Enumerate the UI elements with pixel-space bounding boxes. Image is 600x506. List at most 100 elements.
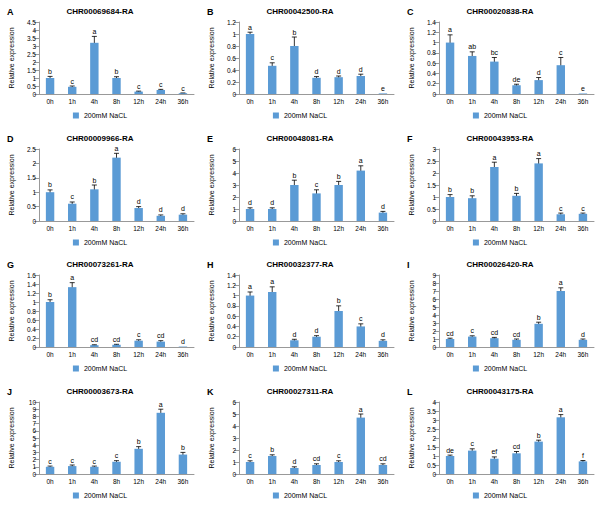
svg-text:L: L xyxy=(407,386,413,396)
svg-text:3: 3 xyxy=(432,416,436,423)
svg-text:4h: 4h xyxy=(491,225,499,232)
svg-text:3.5: 3.5 xyxy=(27,35,36,42)
svg-text:36h: 36h xyxy=(377,98,388,105)
svg-text:5: 5 xyxy=(432,304,436,311)
svg-text:1h: 1h xyxy=(269,478,277,485)
svg-text:Relative expression: Relative expression xyxy=(208,407,216,468)
svg-text:a: a xyxy=(70,274,74,281)
svg-text:c: c xyxy=(70,78,74,85)
svg-text:200mM NaCL: 200mM NaCL xyxy=(484,239,527,246)
svg-text:1.5: 1.5 xyxy=(27,174,36,181)
svg-text:24h: 24h xyxy=(155,98,166,105)
svg-text:12h: 12h xyxy=(133,225,144,232)
svg-text:12h: 12h xyxy=(133,351,144,358)
svg-text:d: d xyxy=(337,68,341,75)
svg-text:CHR00009966-RA: CHR00009966-RA xyxy=(66,133,133,142)
svg-text:c: c xyxy=(70,193,74,200)
svg-text:3.5: 3.5 xyxy=(427,407,436,414)
svg-text:1h: 1h xyxy=(69,98,77,105)
svg-text:12h: 12h xyxy=(333,478,344,485)
svg-text:CHR00027311-RA: CHR00027311-RA xyxy=(267,386,334,395)
svg-text:c: c xyxy=(270,54,274,61)
svg-text:24h: 24h xyxy=(355,225,366,232)
svg-text:1: 1 xyxy=(232,205,236,212)
svg-text:a: a xyxy=(115,144,119,151)
svg-text:1: 1 xyxy=(232,458,236,465)
svg-text:E: E xyxy=(207,133,213,143)
svg-text:b: b xyxy=(181,443,185,450)
svg-text:6: 6 xyxy=(32,427,36,434)
svg-text:1h: 1h xyxy=(269,351,277,358)
svg-text:0h: 0h xyxy=(246,225,254,232)
svg-text:0: 0 xyxy=(432,91,436,98)
svg-text:d: d xyxy=(248,199,252,206)
svg-text:b: b xyxy=(48,181,52,188)
svg-text:1h: 1h xyxy=(469,225,477,232)
svg-text:d: d xyxy=(315,327,319,334)
svg-text:b: b xyxy=(337,297,341,304)
svg-text:2: 2 xyxy=(432,434,436,441)
svg-text:0h: 0h xyxy=(446,225,454,232)
svg-text:d: d xyxy=(292,331,296,338)
svg-text:b: b xyxy=(292,29,296,36)
svg-text:24h: 24h xyxy=(155,225,166,232)
svg-text:0: 0 xyxy=(32,470,36,477)
svg-text:D: D xyxy=(7,133,14,143)
svg-text:4h: 4h xyxy=(491,98,499,105)
svg-text:CHR00042500-RA: CHR00042500-RA xyxy=(266,7,333,16)
svg-text:b: b xyxy=(48,68,52,75)
svg-text:Relative expression: Relative expression xyxy=(8,27,16,88)
svg-text:d: d xyxy=(315,68,319,75)
svg-text:24h: 24h xyxy=(355,478,366,485)
svg-text:K: K xyxy=(207,386,214,396)
svg-text:36h: 36h xyxy=(577,478,588,485)
svg-text:A: A xyxy=(7,7,14,17)
svg-text:e: e xyxy=(581,85,585,92)
svg-text:4: 4 xyxy=(32,27,36,34)
svg-text:3: 3 xyxy=(432,145,436,152)
svg-text:36h: 36h xyxy=(177,351,188,358)
svg-text:a: a xyxy=(559,406,563,413)
svg-text:36h: 36h xyxy=(377,351,388,358)
svg-text:c: c xyxy=(159,81,163,88)
svg-text:CHR00032377-RA: CHR00032377-RA xyxy=(266,260,333,269)
svg-text:4h: 4h xyxy=(291,225,299,232)
svg-text:0.4: 0.4 xyxy=(227,323,236,330)
svg-text:c: c xyxy=(559,49,563,56)
svg-text:36h: 36h xyxy=(577,98,588,105)
svg-text:5: 5 xyxy=(32,434,36,441)
svg-text:4: 4 xyxy=(432,312,436,319)
svg-text:12h: 12h xyxy=(333,98,344,105)
svg-text:3: 3 xyxy=(232,434,236,441)
svg-text:0h: 0h xyxy=(246,351,254,358)
svg-text:Relative expression: Relative expression xyxy=(8,407,16,468)
svg-text:e: e xyxy=(381,85,385,92)
svg-text:d: d xyxy=(270,199,274,206)
svg-text:0.2: 0.2 xyxy=(227,333,236,340)
svg-text:24h: 24h xyxy=(555,478,566,485)
svg-text:0.6: 0.6 xyxy=(227,313,236,320)
svg-text:8h: 8h xyxy=(513,478,521,485)
svg-text:8h: 8h xyxy=(113,225,121,232)
svg-text:0: 0 xyxy=(432,470,436,477)
svg-text:F: F xyxy=(407,133,413,143)
svg-text:1.4: 1.4 xyxy=(27,281,36,288)
svg-text:d: d xyxy=(381,331,385,338)
svg-text:b: b xyxy=(537,314,541,321)
svg-text:c: c xyxy=(470,327,474,334)
svg-text:Relative expression: Relative expression xyxy=(408,280,416,341)
svg-text:2: 2 xyxy=(32,159,36,166)
svg-text:1.2: 1.2 xyxy=(27,290,36,297)
svg-text:c: c xyxy=(248,452,252,459)
svg-text:0: 0 xyxy=(232,91,236,98)
svg-text:a: a xyxy=(492,153,496,160)
svg-text:a: a xyxy=(159,400,163,407)
svg-text:0.8: 0.8 xyxy=(427,49,436,56)
svg-text:9: 9 xyxy=(32,405,36,412)
svg-text:c: c xyxy=(559,204,563,211)
svg-text:a: a xyxy=(559,279,563,286)
svg-text:8h: 8h xyxy=(313,351,321,358)
svg-text:d: d xyxy=(381,202,385,209)
svg-text:d: d xyxy=(292,458,296,465)
svg-text:36h: 36h xyxy=(177,98,188,105)
